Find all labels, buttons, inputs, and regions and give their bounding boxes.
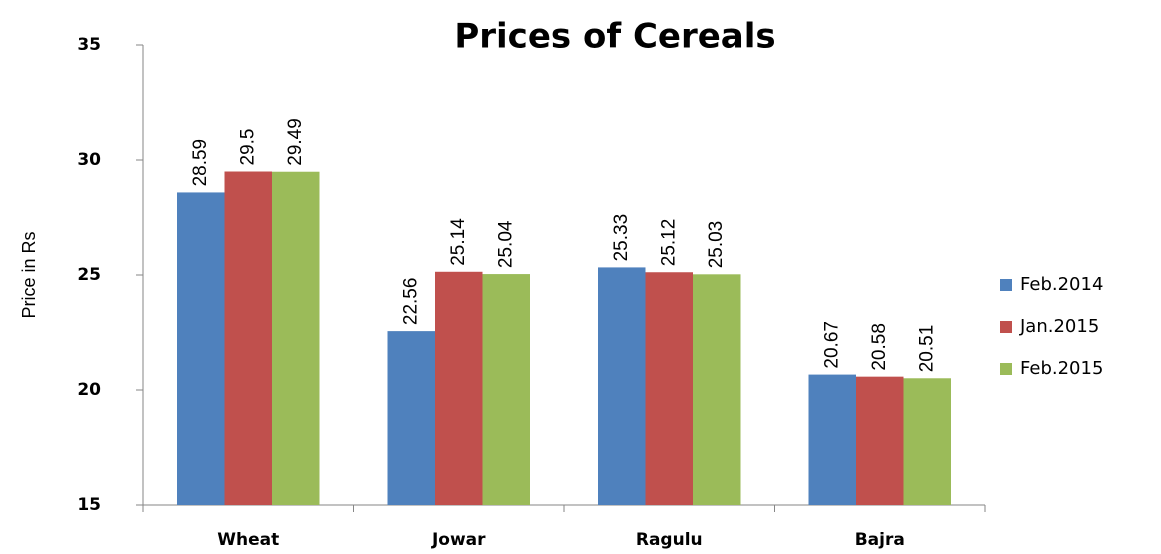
- value-label: 20.58: [869, 323, 890, 371]
- bar: [808, 374, 856, 505]
- chart-title: Prices of Cereals: [454, 17, 775, 57]
- x-tick-label: Ragulu: [636, 530, 703, 550]
- legend-swatch: [1000, 279, 1012, 291]
- bar: [435, 271, 483, 505]
- y-tick-label: 25: [77, 265, 101, 285]
- bar: [387, 331, 435, 505]
- x-tick-label: Jowar: [431, 530, 486, 550]
- value-label: 28.59: [190, 139, 211, 187]
- x-tick-label: Bajra: [855, 530, 905, 550]
- legend-label: Feb.2015: [1020, 358, 1103, 379]
- value-label: 20.51: [916, 325, 937, 373]
- value-label: 25.14: [448, 218, 469, 266]
- value-label: 29.49: [285, 118, 306, 166]
- y-tick-label: 35: [77, 35, 101, 55]
- value-label: 25.12: [658, 219, 679, 267]
- value-label: 25.03: [706, 221, 727, 269]
- bar: [598, 267, 646, 505]
- y-axis-label: Price in Rs: [19, 231, 39, 318]
- value-label: 25.04: [495, 220, 516, 268]
- value-label: 20.67: [821, 321, 842, 369]
- bar: [903, 378, 951, 505]
- y-tick-label: 30: [77, 150, 101, 170]
- legend-swatch: [1000, 321, 1012, 333]
- bar: [177, 192, 225, 505]
- bar: [224, 171, 272, 505]
- bar: [482, 274, 530, 505]
- bar: [856, 376, 904, 505]
- legend-label: Jan.2015: [1019, 316, 1099, 337]
- value-label: 22.56: [400, 278, 421, 326]
- bar: [272, 171, 320, 506]
- value-label: 29.5: [237, 129, 258, 166]
- y-tick-label: 20: [77, 380, 101, 400]
- x-tick-label: Wheat: [217, 530, 279, 550]
- y-tick-label: 15: [77, 495, 101, 515]
- legend-label: Feb.2014: [1020, 274, 1103, 295]
- bar: [693, 274, 741, 505]
- bar: [645, 272, 693, 505]
- legend-swatch: [1000, 363, 1012, 375]
- value-label: 25.33: [611, 214, 632, 262]
